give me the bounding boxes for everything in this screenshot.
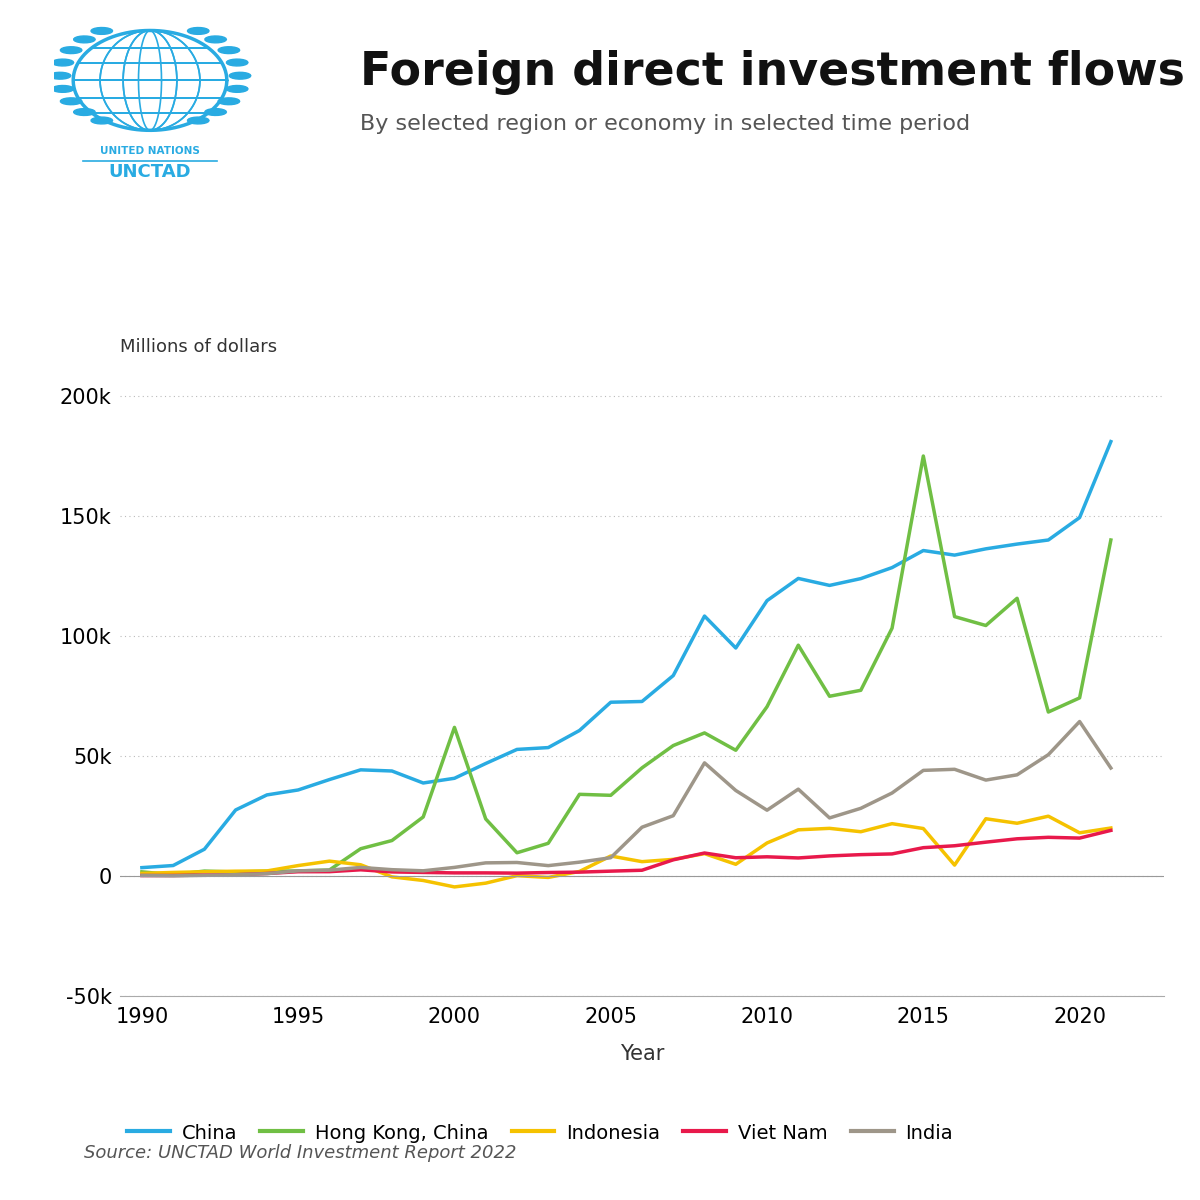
Polygon shape: [73, 109, 95, 115]
Legend: China, Hong Kong, China, Indonesia, Viet Nam, India: China, Hong Kong, China, Indonesia, Viet…: [119, 1115, 961, 1151]
Text: UNCTAD: UNCTAD: [109, 163, 191, 181]
Polygon shape: [187, 118, 209, 124]
Text: Source: UNCTAD World Investment Report 2022: Source: UNCTAD World Investment Report 2…: [84, 1144, 516, 1162]
Polygon shape: [52, 59, 73, 66]
Polygon shape: [229, 72, 251, 79]
Polygon shape: [49, 72, 71, 79]
Text: By selected region or economy in selected time period: By selected region or economy in selecte…: [360, 114, 970, 134]
Polygon shape: [205, 109, 227, 115]
Text: UNITED NATIONS: UNITED NATIONS: [100, 145, 200, 156]
Text: Millions of dollars: Millions of dollars: [120, 338, 277, 356]
X-axis label: Year: Year: [620, 1044, 664, 1063]
Polygon shape: [91, 28, 113, 35]
Polygon shape: [91, 118, 113, 124]
Polygon shape: [227, 59, 248, 66]
Polygon shape: [205, 36, 227, 43]
Polygon shape: [60, 98, 82, 104]
Polygon shape: [218, 98, 240, 104]
Polygon shape: [218, 47, 240, 54]
Polygon shape: [187, 28, 209, 35]
Polygon shape: [227, 85, 248, 92]
Polygon shape: [60, 47, 82, 54]
Polygon shape: [73, 36, 95, 43]
Text: Foreign direct investment flows: Foreign direct investment flows: [360, 50, 1184, 96]
Polygon shape: [52, 85, 73, 92]
